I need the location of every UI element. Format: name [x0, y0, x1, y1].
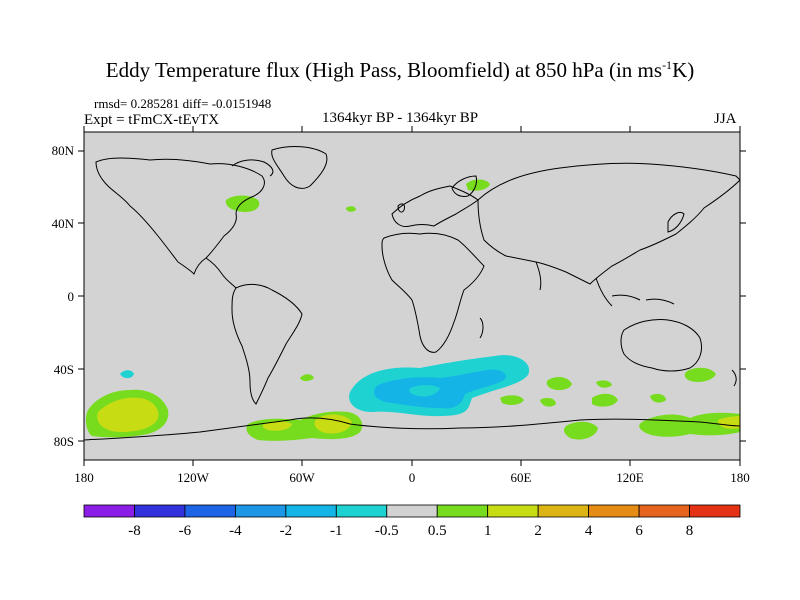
colorbar-label: -0.5	[375, 523, 399, 539]
colorbar-swatch	[386, 504, 438, 518]
lat-label-40s: 40S	[54, 362, 74, 377]
season-label: JJA	[714, 111, 737, 127]
lat-label-0: 0	[68, 289, 75, 304]
coastlines	[84, 146, 740, 441]
period-label: 1364kyr BP - 1364kyr BP	[322, 110, 479, 126]
colorbar-swatch	[537, 504, 590, 518]
colorbar-swatch	[588, 504, 640, 518]
lat-label-40n: 40N	[52, 216, 75, 231]
lon-label-60w: 60W	[289, 470, 315, 485]
anomaly-shading	[85, 179, 740, 441]
colorbar-label: 6	[635, 523, 643, 539]
colorbar-swatch	[184, 504, 236, 518]
colorbar-label: -8	[128, 523, 141, 539]
colorbar: -8 -6 -4 -2 -1 -0.5 0.5 1 2 4 6 8	[83, 504, 741, 539]
colorbar-swatch	[83, 504, 135, 518]
colorbar-label: 2	[534, 523, 542, 539]
lon-label-0: 0	[409, 470, 416, 485]
lat-label-80n: 80N	[52, 143, 75, 158]
stats-text: rmsd= 0.285281 diff= -0.0151948	[94, 96, 272, 111]
lat-label-80s: 80S	[54, 434, 74, 449]
lon-label-180e: 180	[730, 470, 750, 485]
latitude-axis: 80N 40N 0 40S 80S	[52, 143, 746, 449]
colorbar-swatch	[134, 504, 186, 518]
longitude-axis: 180 120W 60W 0 60E 120E 180	[74, 126, 750, 485]
colorbar-label: 4	[585, 523, 593, 539]
colorbar-label: 1	[484, 523, 492, 539]
colorbar-swatch	[335, 504, 388, 518]
colorbar-label: 8	[686, 523, 694, 539]
colorbar-swatch	[689, 504, 741, 518]
experiment-label: Expt = tFmCX-tEvTX	[84, 112, 220, 128]
colorbar-label: -6	[179, 523, 192, 539]
lon-label-180w: 180	[74, 470, 94, 485]
plot-title: Eddy Temperature flux (High Pass, Bloomf…	[105, 58, 695, 82]
colorbar-label: 0.5	[428, 523, 447, 539]
lon-label-120w: 120W	[177, 470, 210, 485]
colorbar-swatch	[638, 504, 690, 518]
colorbar-swatch	[234, 504, 287, 518]
colorbar-label: -2	[280, 523, 293, 539]
colorbar-label: -4	[229, 523, 242, 539]
lon-label-120e: 120E	[616, 470, 644, 485]
colorbar-swatch	[436, 504, 489, 518]
lon-label-60e: 60E	[511, 470, 532, 485]
colorbar-swatch	[487, 504, 539, 518]
colorbar-swatch	[285, 504, 337, 518]
colorbar-label: -1	[330, 523, 343, 539]
